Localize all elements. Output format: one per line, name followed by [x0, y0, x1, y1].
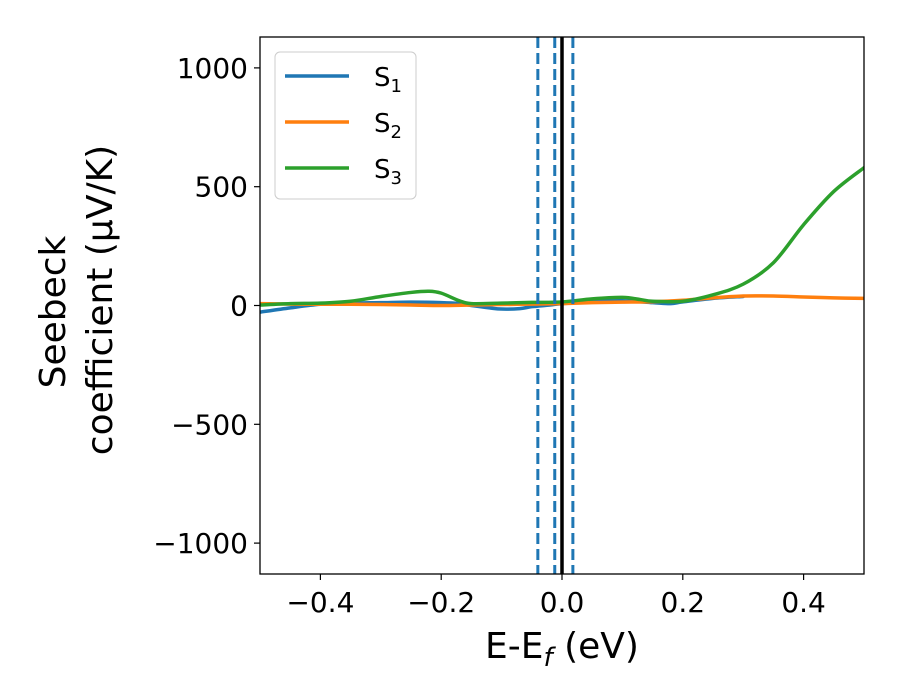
y-tick-label: −1000 [153, 527, 248, 560]
y-axis-ticks: −1000 −500 0 500 1000 [153, 52, 260, 560]
x-tick-label: 0.4 [781, 586, 826, 619]
y-axis-label: Seebeck coefficient (μV/K) [33, 145, 121, 455]
series-line-s3 [260, 165, 864, 307]
y-axis-label-line-2: coefficient (μV/K) [80, 145, 121, 455]
legend-label-s1: S1 [374, 63, 402, 97]
vertical-lines [536, 37, 575, 574]
x-tick-label: −0.4 [286, 586, 354, 619]
legend-box [274, 51, 417, 200]
y-axis-label-line-1: Seebeck [33, 235, 74, 388]
x-axis-ticks: −0.4 −0.2 0.0 0.2 0.4 [286, 574, 826, 619]
x-axis-label: E-Ef (eV) [485, 626, 639, 673]
legend-label-s3: S3 [374, 155, 402, 189]
y-tick-label: 0 [230, 290, 248, 323]
x-tick-label: −0.2 [407, 586, 475, 619]
x-tick-label: 0.2 [661, 586, 706, 619]
y-tick-label: −500 [171, 408, 248, 441]
y-tick-label: 1000 [177, 52, 248, 85]
legend: S1 S2 S3 [274, 51, 417, 200]
y-tick-label: 500 [195, 171, 248, 204]
legend-label-s2: S2 [374, 109, 402, 143]
x-tick-label: 0.0 [540, 586, 585, 619]
